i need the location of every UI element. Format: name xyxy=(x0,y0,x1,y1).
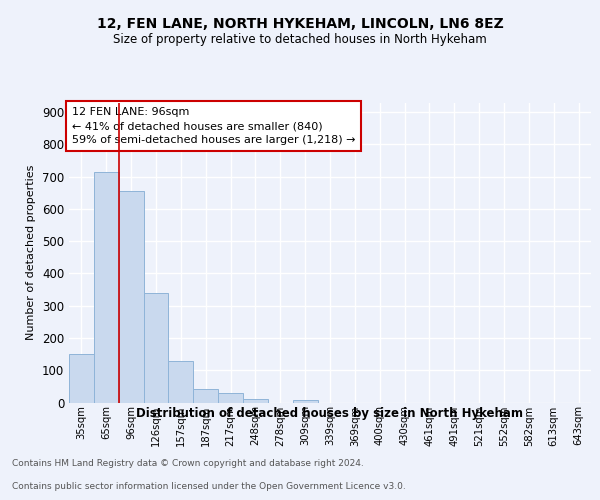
Bar xyxy=(193,389,218,402)
Bar xyxy=(169,360,193,403)
Y-axis label: Number of detached properties: Number of detached properties xyxy=(26,165,37,340)
Bar xyxy=(94,172,119,402)
Text: Distribution of detached houses by size in North Hykeham: Distribution of detached houses by size … xyxy=(137,408,523,420)
Text: 12, FEN LANE, NORTH HYKEHAM, LINCOLN, LN6 8EZ: 12, FEN LANE, NORTH HYKEHAM, LINCOLN, LN… xyxy=(97,18,503,32)
Bar xyxy=(143,293,169,403)
Bar xyxy=(243,398,268,402)
Text: 12 FEN LANE: 96sqm
← 41% of detached houses are smaller (840)
59% of semi-detach: 12 FEN LANE: 96sqm ← 41% of detached hou… xyxy=(71,107,355,145)
Text: Size of property relative to detached houses in North Hykeham: Size of property relative to detached ho… xyxy=(113,32,487,46)
Bar xyxy=(293,400,317,402)
Text: Contains HM Land Registry data © Crown copyright and database right 2024.: Contains HM Land Registry data © Crown c… xyxy=(12,458,364,468)
Bar xyxy=(69,354,94,403)
Bar xyxy=(119,191,143,402)
Text: Contains public sector information licensed under the Open Government Licence v3: Contains public sector information licen… xyxy=(12,482,406,491)
Bar xyxy=(218,393,243,402)
